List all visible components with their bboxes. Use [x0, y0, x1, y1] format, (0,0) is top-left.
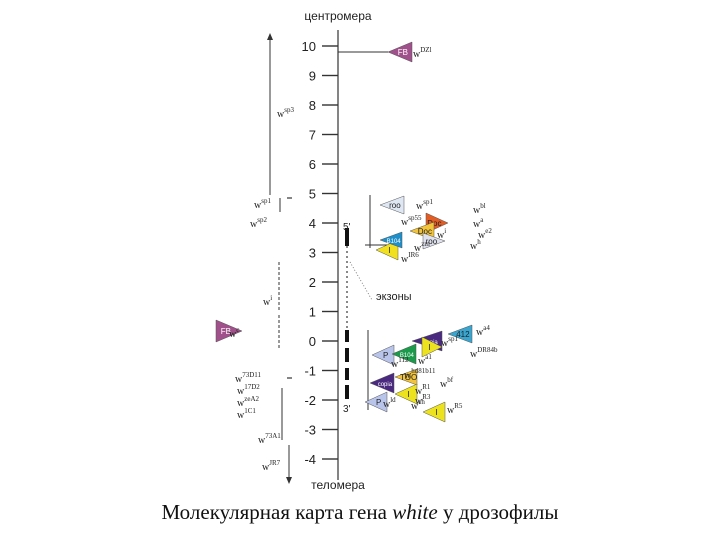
insertion-label: Doc: [427, 219, 441, 228]
scale-tick-label: 5: [309, 187, 316, 202]
insertion-label: 412: [456, 330, 470, 339]
allele-right-DR84b: wDR84b: [470, 346, 498, 360]
exon-1: [345, 228, 349, 246]
insertion-triangle: [215, 319, 243, 343]
allele-left-sp1: wsp1: [254, 197, 271, 211]
exon-4: [345, 368, 349, 380]
scale-tick-label: 7: [309, 128, 316, 143]
insertion-label: I: [389, 246, 391, 255]
allele-right-bf: wbf: [440, 376, 454, 390]
allele-right-sp1b: wsp1: [441, 335, 458, 349]
scale-tick-label: 2: [309, 275, 316, 290]
allele-right-e2: we2: [478, 227, 492, 241]
caption-text-end: у дрозофилы: [437, 500, 559, 524]
allele-left-73D11: w73D11: [235, 371, 262, 385]
insertion-triangle: [369, 372, 395, 394]
allele-right-sp1: wsp1: [416, 198, 433, 212]
insertion-triangle: [394, 368, 418, 386]
leader-line-exons: [349, 261, 373, 301]
caption-gene-name: white: [392, 500, 438, 524]
exon-2: [345, 330, 349, 342]
allele-left-JR7: wJR7: [262, 459, 281, 473]
scale-tick-label: -1: [304, 364, 316, 379]
allele-right-sp55: wsp55: [401, 214, 422, 228]
five-prime-label: 5': [343, 222, 351, 233]
scale-tick-label: 0: [309, 334, 316, 349]
insertion-label: P: [383, 351, 388, 360]
insertion-triangle: [379, 231, 403, 249]
allele-left-sp3: wsp3: [277, 106, 294, 120]
allele-left-73A1: w73A1: [258, 432, 281, 446]
allele-right-a4: wa4: [476, 324, 490, 338]
scale-tick-label: 9: [309, 69, 316, 84]
caption-text-start: Молекулярная карта гена: [161, 500, 393, 524]
insertion-label: copia: [378, 382, 393, 388]
insertion-label: B104: [400, 353, 415, 359]
insertions: FBrooDocDocrooIB104FBcopia412IPB104copia…: [215, 41, 473, 423]
scale-tick-label: 6: [309, 157, 316, 172]
allele-right-R3: wR3: [415, 393, 431, 407]
insertion-triangle: [391, 343, 417, 365]
allele-left-zeA2: wzeA2: [237, 395, 260, 409]
exon-5: [345, 385, 349, 399]
arrow-up-icon: [267, 33, 273, 40]
scale-tick-label: 10: [302, 39, 316, 54]
allele-right-zm: wzm: [414, 240, 430, 254]
insertion-label: roo: [389, 201, 401, 210]
insertion-triangle: [422, 232, 446, 250]
insertion-triangle: [387, 41, 413, 63]
insertion-label: FB: [398, 48, 408, 57]
insertion-label: roo: [426, 237, 438, 246]
allele-left-i: wi: [263, 294, 272, 308]
centromere-label: центромера: [304, 9, 371, 23]
scale-tick-label: 3: [309, 246, 316, 261]
allele-left-1C1: w1C1: [237, 407, 256, 421]
insertion-triangle: [422, 401, 446, 423]
telomere-label: теломера: [311, 478, 365, 492]
figure-caption: Молекулярная карта гена white у дрозофил…: [0, 500, 720, 525]
allele-right-112: w112: [391, 356, 409, 370]
insertion-label: TOO: [400, 373, 417, 382]
scale-tick-label: 4: [309, 216, 316, 231]
scale-tick-label: 1: [309, 305, 316, 320]
exon-3: [345, 348, 349, 362]
allele-right-i: wi: [437, 227, 446, 241]
insertion-label: I: [408, 390, 410, 399]
insertion-triangle: [364, 391, 388, 413]
scale-tick-label: -3: [304, 423, 316, 438]
insertion-label: I: [428, 343, 430, 352]
allele-left-c: wc: [229, 326, 239, 340]
insertion-triangle: [421, 336, 443, 358]
insertion-triangle: [379, 195, 405, 215]
insertion-label: FB: [221, 327, 231, 336]
allele-right-ld: wld: [383, 396, 396, 410]
three-prime-label: 3': [343, 404, 351, 415]
allele-left-17D2: w17D2: [237, 383, 260, 397]
allele-right-R5: wR5: [447, 402, 463, 416]
allele-right-hd81b11: whd81b11: [404, 367, 436, 381]
allele-left-sp2: wsp2: [250, 216, 267, 230]
scale-tick-label: 8: [309, 98, 316, 113]
arrow-down-icon: [286, 477, 292, 484]
exons-label: экзоны: [376, 291, 412, 303]
allele-right-h: wh: [470, 238, 481, 252]
insertion-triangle: [447, 324, 473, 344]
insertion-triangle: [375, 239, 399, 261]
allele-right-a1: wa1: [418, 353, 432, 367]
insertion-triangle: [394, 383, 418, 405]
allele-right-a: wa: [473, 216, 484, 230]
allele-right-IR6: wIR6: [401, 251, 419, 265]
insertion-label: B104: [387, 239, 402, 245]
allele-right-R1: wR1: [415, 383, 431, 397]
insertion-label: I: [436, 408, 438, 417]
insertion-label: Doc: [418, 227, 432, 236]
allele-right-DZl: wDZl: [413, 46, 432, 60]
insertion-label: P: [376, 398, 381, 407]
scale-tick-label: -2: [304, 393, 316, 408]
scale-tick-label: -4: [304, 452, 316, 467]
allele-right-bl: wbl: [473, 202, 486, 216]
allele-right-ch: wch: [411, 398, 425, 412]
